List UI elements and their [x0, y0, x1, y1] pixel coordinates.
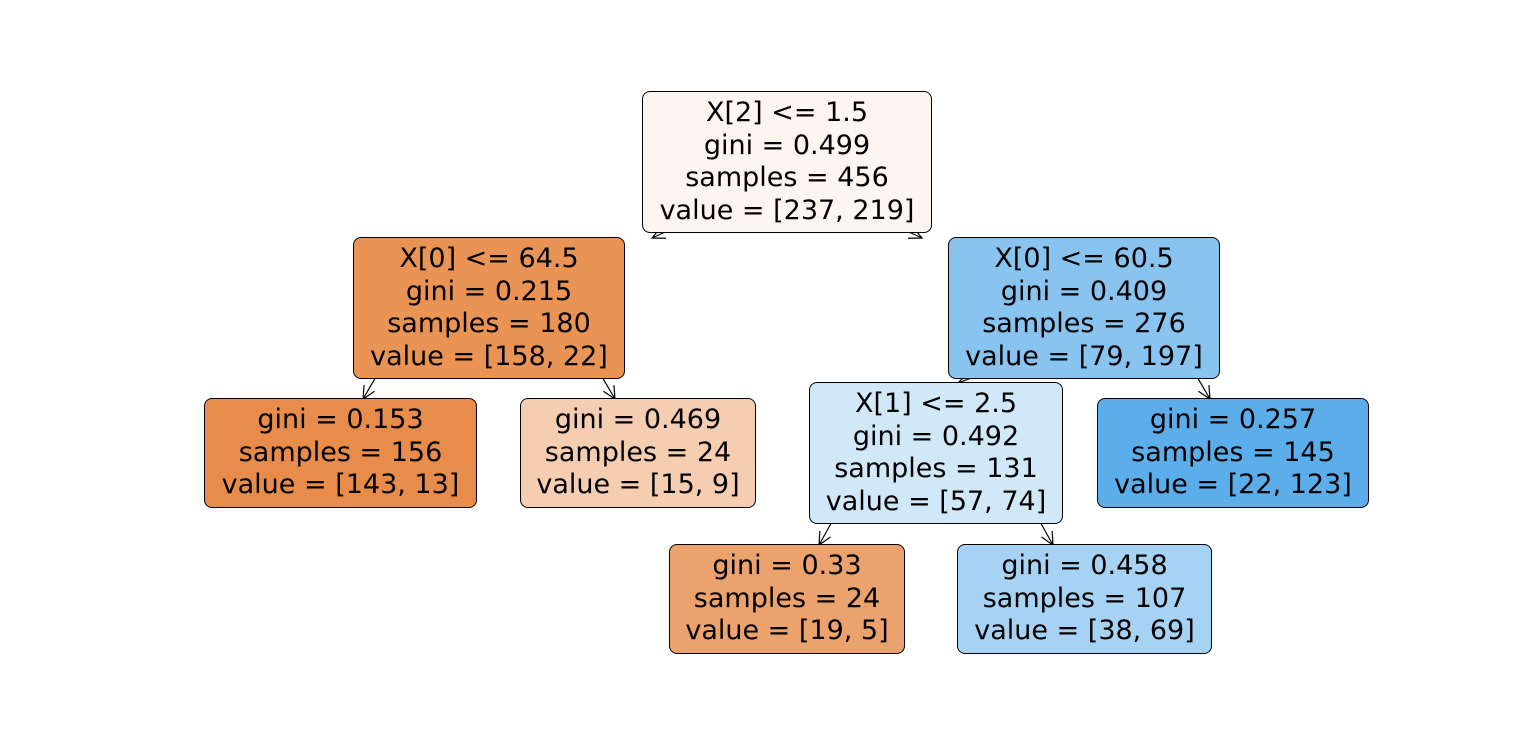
tree-node-n7: gini = 0.458 samples = 107 value = [38, 69… [957, 544, 1212, 654]
node-samples-text: samples = 24 [693, 582, 881, 614]
node-samples-text: samples = 24 [544, 436, 732, 468]
node-split-text: X[0] <= 60.5 [994, 243, 1174, 274]
node-samples-text: samples = 156 [238, 436, 443, 468]
tree-node-n3: gini = 0.469 samples = 24 value = [15, 9] [520, 398, 756, 508]
node-samples-text: samples = 276 [982, 308, 1186, 339]
node-samples-text: samples = 180 [387, 308, 591, 339]
node-samples-text: samples = 107 [982, 582, 1187, 614]
tree-edge [1197, 378, 1211, 400]
node-value-text: value = [38, 69] [974, 615, 1195, 647]
node-split-text: X[2] <= 1.5 [705, 97, 869, 128]
tree-edge [818, 523, 832, 546]
node-gini-text: gini = 0.492 [852, 420, 1020, 452]
node-value-text: value = [158, 22] [370, 340, 608, 372]
node-gini-text: gini = 0.458 [1001, 550, 1168, 582]
node-value-text: value = [79, 197] [965, 340, 1203, 372]
tree-edge [602, 378, 616, 400]
node-value-text: value = [237, 219] [659, 194, 915, 226]
tree-edge [1040, 523, 1054, 546]
tree-node-n4: X[0] <= 60.5 gini = 0.409 samples = 276 val… [948, 237, 1220, 379]
node-split-text: X[0] <= 64.5 [399, 243, 579, 274]
tree-edge [362, 378, 376, 400]
node-samples-text: samples = 456 [685, 162, 889, 193]
node-samples-text: samples = 131 [834, 453, 1038, 484]
node-gini-text: gini = 0.215 [405, 275, 573, 307]
tree-node-n8: gini = 0.257 samples = 145 value = [22, 12… [1097, 398, 1369, 508]
node-gini-text: gini = 0.469 [554, 404, 722, 436]
node-value-text: value = [57, 74] [825, 485, 1047, 517]
tree-edge [909, 231, 923, 239]
tree-node-n1: X[0] <= 64.5 gini = 0.215 samples = 180 val… [353, 237, 625, 379]
node-gini-text: gini = 0.499 [703, 129, 871, 161]
tree-node-n5: X[1] <= 2.5 gini = 0.492 samples = 131 valu… [809, 382, 1063, 524]
node-value-text: value = [143, 13] [221, 469, 460, 501]
node-gini-text: gini = 0.409 [1000, 275, 1168, 307]
node-gini-text: gini = 0.257 [1149, 404, 1317, 436]
node-value-text: value = [15, 9] [536, 469, 740, 501]
tree-node-n6: gini = 0.33 samples = 24 value = [19, 5] [669, 544, 905, 654]
node-split-text: X[1] <= 2.5 [854, 388, 1018, 419]
node-value-text: value = [19, 5] [685, 615, 889, 647]
tree-edge [651, 231, 665, 239]
node-samples-text: samples = 145 [1131, 436, 1335, 468]
tree-node-n0: X[2] <= 1.5 gini = 0.499 samples = 456 valu… [642, 91, 932, 233]
node-gini-text: gini = 0.153 [257, 404, 424, 436]
node-value-text: value = [22, 123] [1114, 469, 1352, 501]
tree-node-n2: gini = 0.153 samples = 156 value = [143, 1… [204, 398, 477, 508]
node-gini-text: gini = 0.33 [712, 550, 862, 582]
